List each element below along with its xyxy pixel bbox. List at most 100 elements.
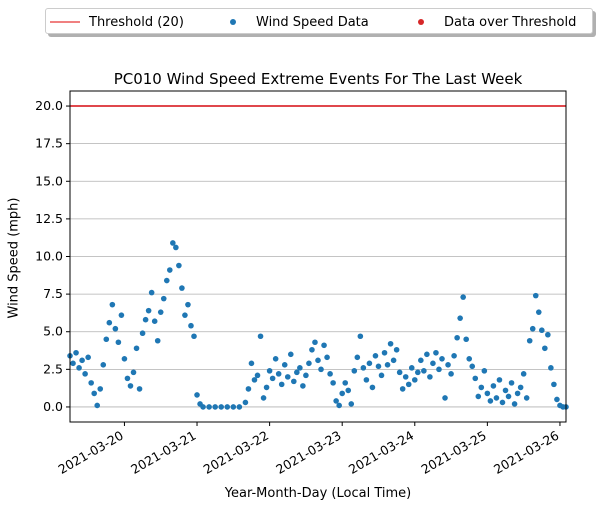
data-point (378, 372, 385, 379)
data-point (321, 342, 327, 349)
data-point (294, 369, 300, 376)
data-point (424, 351, 430, 358)
data-point (508, 380, 515, 386)
data-point (194, 392, 200, 398)
data-point (520, 371, 527, 377)
data-point (535, 309, 542, 315)
data-point (312, 339, 318, 346)
data-point (170, 240, 176, 246)
data-point (342, 380, 349, 386)
data-point (188, 322, 194, 329)
data-point (532, 292, 539, 299)
x-tick-label: 2021-03-23 (273, 428, 343, 477)
data-point (348, 401, 355, 407)
data-point (505, 393, 512, 400)
data-point (167, 267, 173, 273)
data-point (254, 372, 261, 379)
y-tick-label: 2.5 (43, 361, 63, 376)
data-point (421, 368, 427, 374)
data-point (526, 337, 533, 344)
data-point (139, 330, 146, 337)
data-point (191, 333, 197, 340)
data-point (454, 334, 460, 341)
data-point (387, 340, 394, 347)
data-point (230, 404, 237, 410)
data-point (351, 368, 358, 374)
scatter-points (67, 240, 569, 410)
data-point (529, 325, 536, 332)
data-point (242, 399, 249, 406)
data-point (478, 384, 485, 391)
data-point (436, 366, 442, 373)
data-point (309, 346, 315, 353)
data-point (384, 362, 391, 368)
data-point (554, 396, 560, 403)
data-point (185, 301, 191, 308)
data-point (336, 402, 342, 409)
legend-threshold-line (50, 20, 80, 24)
data-point (396, 369, 403, 376)
data-point (291, 378, 297, 385)
data-point (408, 365, 415, 371)
data-point (218, 404, 225, 410)
data-point (97, 386, 104, 392)
y-tick-label: 10.0 (35, 249, 63, 264)
data-point (402, 374, 409, 380)
y-tick-label: 0.0 (43, 399, 63, 414)
data-point (448, 371, 454, 377)
data-point (514, 390, 521, 397)
data-point (151, 318, 158, 324)
y-tick-label: 17.5 (35, 136, 63, 151)
y-axis-label: Wind Speed (mph) (6, 197, 22, 319)
data-point (339, 390, 345, 397)
x-tick-label: 2021-03-22 (201, 428, 271, 477)
data-point (369, 384, 376, 391)
data-point (91, 390, 97, 397)
data-point (363, 377, 370, 383)
x-axis-label: Year-Month-Day (Local Time) (224, 486, 412, 501)
data-point (76, 365, 82, 371)
data-point (502, 387, 509, 394)
data-point (360, 365, 367, 371)
legend-wind-speed-label: Wind Speed Data (256, 14, 369, 30)
data-point (439, 356, 445, 362)
data-point (275, 371, 282, 377)
legend-over-threshold-label: Data over Threshold (444, 14, 577, 30)
data-point (330, 380, 336, 386)
data-point (430, 360, 436, 367)
data-point (523, 395, 530, 401)
data-point (545, 331, 551, 338)
data-point (381, 349, 388, 356)
data-point (176, 262, 182, 269)
chart-title: PC010 Wind Speed Extreme Events For The … (113, 70, 523, 88)
data-point (487, 398, 494, 404)
data-point (472, 375, 479, 382)
data-point (390, 357, 397, 364)
data-point (260, 395, 267, 401)
data-point (154, 337, 161, 344)
data-point (548, 365, 554, 371)
data-point (142, 316, 149, 323)
data-point (327, 371, 333, 377)
data-point (182, 312, 188, 318)
data-point (272, 356, 279, 362)
data-point (287, 351, 294, 358)
data-point (415, 369, 421, 376)
y-tick-label: 5.0 (43, 324, 63, 339)
data-point (484, 390, 491, 397)
data-point (463, 336, 469, 343)
data-point (315, 357, 321, 364)
data-point (460, 294, 466, 300)
data-point (269, 375, 276, 382)
data-point (245, 386, 252, 392)
data-point (551, 381, 557, 388)
data-point (133, 345, 140, 352)
y-tick-label: 12.5 (35, 211, 63, 226)
data-point (451, 353, 457, 359)
data-point (112, 325, 119, 332)
data-point (79, 357, 85, 364)
data-point (236, 404, 243, 410)
data-point (278, 381, 285, 388)
data-point (145, 307, 152, 314)
